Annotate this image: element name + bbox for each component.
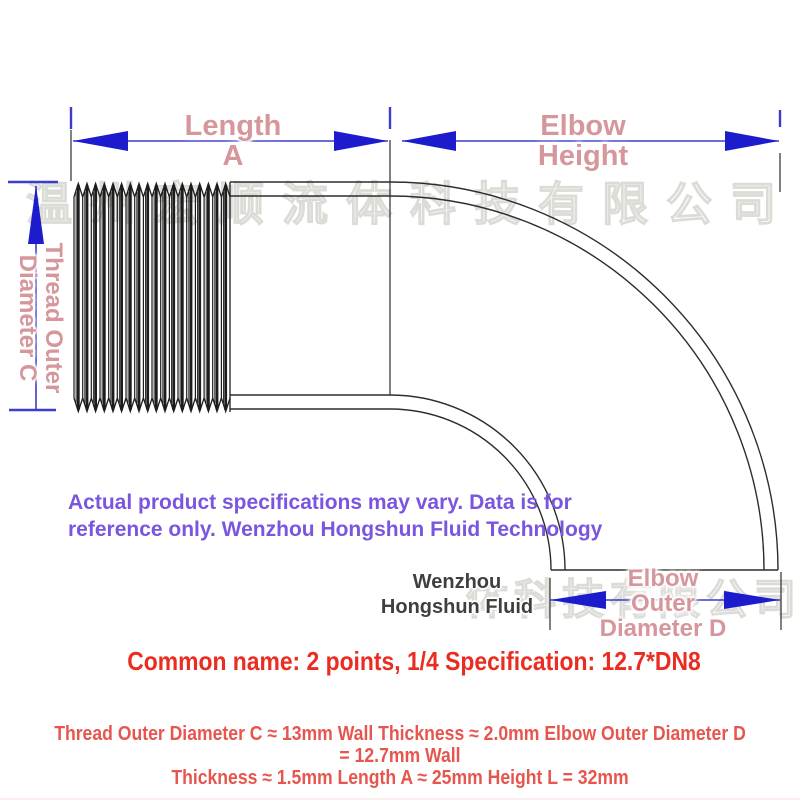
spec-summary: Thread Outer Diameter C ≈ 13mm Wall Thic… — [48, 723, 752, 789]
label-elbow-diameter-d-line3: Diameter D — [599, 615, 727, 642]
label-thread-diameter-c-line1: Thread Outer — [40, 242, 67, 394]
spec-summary-line2: Thickness ≈ 1.5mm Length A ≈ 25mm Height… — [171, 767, 629, 789]
arrow-up-icon — [28, 185, 44, 244]
arrow-right-icon — [724, 591, 780, 609]
pipe-body-outline — [229, 181, 779, 571]
label-thread-diameter-c-line2: Diameter C — [14, 254, 41, 382]
label-length-a: Length A — [133, 111, 333, 171]
label-elbow-height-line2: Height — [537, 140, 629, 172]
dimension-ticks — [8, 107, 782, 412]
bottom-hairline — [0, 798, 800, 800]
label-elbow-diameter-d: Elbow Outer Diameter D — [563, 566, 763, 641]
thread-section — [73, 181, 231, 414]
dimension-arrow-icons — [28, 131, 780, 609]
label-elbow-height-line1: Elbow — [540, 110, 626, 142]
arrow-left-icon — [402, 131, 456, 151]
spec-summary-line1: Thread Outer Diameter C ≈ 13mm Wall Thic… — [54, 723, 746, 767]
disclaimer-line2: reference only. Wenzhou Hongshun Fluid T… — [68, 518, 603, 541]
label-length-a-line2: A — [222, 140, 244, 172]
dimension-lines — [8, 107, 782, 609]
label-elbow-diameter-d-line2: Outer — [630, 590, 695, 617]
brand-watermark: Wenzhou Hongshun Fluid — [357, 570, 557, 620]
brand-line1: Wenzhou — [412, 571, 502, 593]
disclaimer-line1: Actual product specifications may vary. … — [68, 491, 572, 514]
brand-line2: Hongshun Fluid — [380, 596, 534, 618]
extension-lines — [70, 130, 782, 630]
label-elbow-diameter-d-line1: Elbow — [627, 565, 699, 592]
label-length-a-line1: Length — [184, 110, 282, 142]
arrow-right-icon — [725, 131, 779, 151]
product-title: Common name: 2 points, 1/4 Specification… — [127, 646, 701, 676]
arrow-right-icon — [334, 131, 388, 151]
arrow-left-icon — [550, 591, 606, 609]
label-thread-diameter-c: Thread Outer Diameter C — [14, 198, 67, 438]
disclaimer-text: Actual product specifications may vary. … — [68, 489, 602, 543]
arrow-left-icon — [73, 131, 128, 151]
label-elbow-height: Elbow Height — [483, 111, 683, 171]
